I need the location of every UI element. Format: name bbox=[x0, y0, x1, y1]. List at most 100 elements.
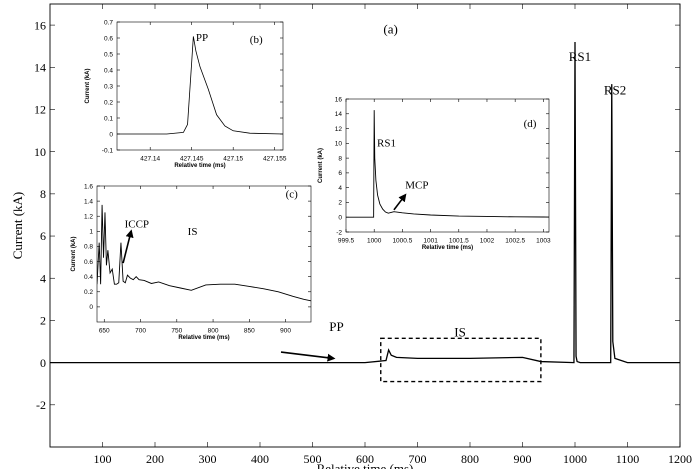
x-tick-label: 1000 bbox=[367, 238, 382, 245]
x-tick-label: 427.145 bbox=[180, 156, 204, 163]
y-tick-label: 0.6 bbox=[104, 35, 113, 42]
x-tick-label: 427.15 bbox=[223, 156, 243, 163]
annotation-arrow bbox=[393, 193, 407, 211]
x-axis-label: Relative time (ms) bbox=[174, 163, 225, 169]
x-tick-label: 1002.5 bbox=[505, 238, 525, 245]
y-tick-label: 14 bbox=[335, 111, 343, 118]
y-tick-label: 16 bbox=[34, 18, 46, 32]
series-line bbox=[346, 110, 549, 218]
y-tick-label: 4 bbox=[338, 185, 342, 192]
x-axis-label: Relative time (ms) bbox=[317, 461, 414, 469]
x-tick-label: 300 bbox=[199, 452, 217, 466]
x-tick-label: 600 bbox=[356, 452, 374, 466]
x-tick-label: 400 bbox=[251, 452, 269, 466]
y-tick-label: 0.4 bbox=[84, 274, 93, 281]
x-tick-label: 1001.5 bbox=[449, 238, 469, 245]
y-tick-label: 0 bbox=[338, 214, 342, 221]
y-tick-label: 12 bbox=[34, 103, 46, 117]
series-line bbox=[50, 41, 680, 364]
series-line bbox=[117, 36, 283, 135]
annotation-label: IS bbox=[188, 226, 198, 238]
annotation-label: (b) bbox=[250, 34, 263, 46]
inset-panel-c: 650 700 750 800 850 900 0 0.2 0.4 0.6 0.8 1 1.2 1.4 1.… bbox=[71, 182, 317, 346]
inset-background bbox=[93, 18, 289, 174]
inset-panel-d: 999.5 1000 1000.5 1001 1001.5 10 0 2 1002.5 1003 -… bbox=[318, 95, 555, 256]
x-tick-label: 999.5 bbox=[338, 238, 355, 245]
y-tick-label: 1 bbox=[89, 229, 93, 236]
annotation-label: (a) bbox=[383, 22, 397, 37]
y-tick-label: 0.4 bbox=[104, 67, 113, 74]
y-tick-label: 10 bbox=[34, 145, 46, 159]
y-tick-label: 12 bbox=[335, 126, 343, 133]
y-tick-label: 0.2 bbox=[104, 99, 113, 106]
x-tick-label: 1001 bbox=[423, 238, 438, 245]
is-dashed-box bbox=[380, 337, 542, 383]
annotation-arrow bbox=[280, 351, 336, 362]
y-tick-label: 8 bbox=[338, 155, 342, 162]
plot-frame bbox=[345, 98, 550, 233]
y-axis-label: Current (kA) bbox=[318, 148, 324, 183]
annotation-label: RS1 bbox=[377, 137, 396, 149]
x-tick-label: 500 bbox=[304, 452, 322, 466]
x-tick-label: 750 bbox=[171, 328, 182, 335]
y-tick-label: 1.2 bbox=[84, 213, 93, 220]
x-tick-label: 1100 bbox=[616, 452, 640, 466]
x-tick-label: 200 bbox=[146, 452, 164, 466]
y-tick-label: -2 bbox=[336, 229, 342, 236]
inset-background bbox=[73, 182, 317, 346]
y-tick-label: 2 bbox=[40, 314, 46, 328]
y-tick-label: 1.4 bbox=[84, 198, 93, 205]
x-tick-label: 700 bbox=[409, 452, 427, 466]
x-tick-label: 1000.5 bbox=[392, 238, 412, 245]
y-tick-label: 6 bbox=[40, 229, 46, 243]
x-tick-label: 650 bbox=[99, 328, 110, 335]
annotation-label: PP bbox=[329, 319, 343, 334]
y-tick-label: 0.2 bbox=[84, 289, 93, 296]
annotation-label: RS1 bbox=[569, 49, 591, 64]
x-tick-label: 427.14 bbox=[140, 156, 160, 163]
x-tick-label: 700 bbox=[135, 328, 146, 335]
x-tick-label: 800 bbox=[208, 328, 219, 335]
annotation-label: (c) bbox=[286, 188, 299, 200]
y-tick-label: -2 bbox=[36, 398, 46, 412]
y-tick-label: 10 bbox=[335, 141, 343, 148]
annotation-label: PP bbox=[196, 32, 208, 44]
y-tick-label: 0.5 bbox=[104, 51, 113, 58]
x-tick-label: 427.155 bbox=[263, 156, 287, 163]
y-tick-label: 0.3 bbox=[104, 83, 113, 90]
series-line bbox=[97, 204, 311, 302]
x-tick-label: 1000 bbox=[563, 452, 587, 466]
annotation-label: RS2 bbox=[604, 83, 626, 98]
plot-frame bbox=[96, 185, 312, 323]
x-tick-label: 1200 bbox=[668, 452, 692, 466]
y-tick-label: 0.7 bbox=[104, 19, 113, 26]
x-tick-label: 850 bbox=[244, 328, 255, 335]
x-tick-label: 100 bbox=[94, 452, 112, 466]
y-tick-label: 16 bbox=[335, 96, 343, 103]
x-tick-label: 900 bbox=[280, 328, 291, 335]
y-tick-label: 1.6 bbox=[84, 183, 93, 190]
y-tick-label: 0 bbox=[40, 356, 46, 370]
y-tick-label: 0.1 bbox=[104, 115, 113, 122]
y-tick-label: 0.8 bbox=[84, 244, 93, 251]
y-axis-label: Current (kA) bbox=[71, 236, 77, 271]
y-axis-label: Current (kA) bbox=[10, 192, 25, 260]
y-axis-label: Current (kA) bbox=[85, 68, 91, 103]
x-tick-label: 900 bbox=[514, 452, 532, 466]
annotation-label: IS bbox=[454, 324, 466, 339]
x-tick-label: 1003 bbox=[536, 238, 551, 245]
y-tick-label: 6 bbox=[338, 170, 342, 177]
inset-panel-b: 427.14 427.145 427.15 427.155 -0.1 0 0.1 0.2 0.3… bbox=[85, 18, 289, 174]
main-panel-a: 100 200 300 400 500 600 700 800 900 1000 1100 1200-… bbox=[10, 3, 692, 469]
y-tick-label: -0.1 bbox=[102, 147, 114, 154]
y-tick-label: 0 bbox=[89, 304, 93, 311]
annotation-label: MCP bbox=[405, 179, 428, 191]
y-tick-label: 0.6 bbox=[84, 259, 93, 266]
y-tick-label: 2 bbox=[338, 200, 342, 207]
y-tick-label: 4 bbox=[40, 271, 46, 285]
annotation-label: ICCP bbox=[125, 219, 149, 231]
y-tick-label: 14 bbox=[34, 60, 46, 74]
annotation-arrow bbox=[122, 229, 134, 264]
y-tick-label: 8 bbox=[40, 187, 46, 201]
